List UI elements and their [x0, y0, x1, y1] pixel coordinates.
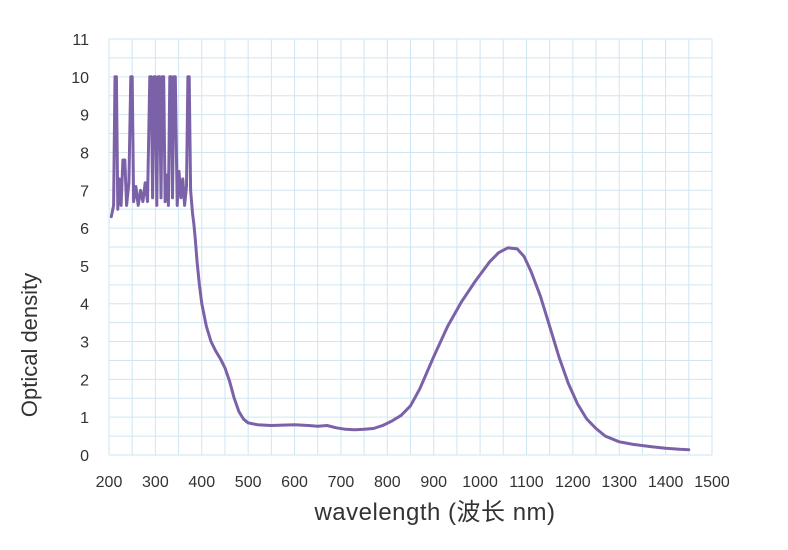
x-tick-label: 1400	[648, 474, 684, 491]
y-tick-label: 1	[80, 410, 89, 427]
y-tick-label: 11	[72, 32, 89, 49]
x-tick-label: 1200	[555, 474, 591, 491]
x-tick-label: 1100	[509, 474, 544, 491]
x-tick-label: 1000	[462, 474, 498, 491]
y-tick-label: 7	[80, 183, 89, 200]
x-tick-label: 900	[420, 474, 447, 491]
x-tick-label: 1500	[694, 474, 730, 491]
y-tick-label: 4	[80, 297, 89, 314]
x-tick-label: 300	[142, 474, 169, 491]
x-axis-title: wavelength (波长 nm)	[313, 499, 555, 526]
x-tick-label: 500	[235, 474, 262, 491]
x-tick-labels: 200 300 400 500 600 700 800 900 1000 1100 1200 1300…	[96, 474, 730, 491]
x-tick-label: 800	[374, 474, 401, 491]
y-tick-label: 6	[80, 221, 89, 238]
y-tick-label: 9	[80, 108, 89, 125]
grid	[108, 38, 713, 456]
x-tick-label: 700	[328, 474, 355, 491]
y-axis-title: Optical density	[17, 273, 42, 417]
x-tick-label: 200	[96, 474, 123, 491]
x-tick-label: 400	[188, 474, 215, 491]
x-tick-label: 1300	[601, 474, 637, 491]
y-tick-label: 8	[80, 145, 89, 162]
series-layer	[109, 75, 691, 452]
y-tick-label: 10	[71, 70, 89, 87]
y-tick-labels: 0 1 2 3 4 5 6 7 8 9 10 11	[71, 32, 89, 465]
y-tick-label: 2	[80, 372, 89, 389]
series-line-0	[109, 75, 691, 452]
y-tick-label: 0	[80, 448, 89, 465]
y-tick-label: 5	[80, 259, 89, 276]
y-tick-label: 3	[80, 335, 89, 352]
x-tick-label: 600	[281, 474, 308, 491]
